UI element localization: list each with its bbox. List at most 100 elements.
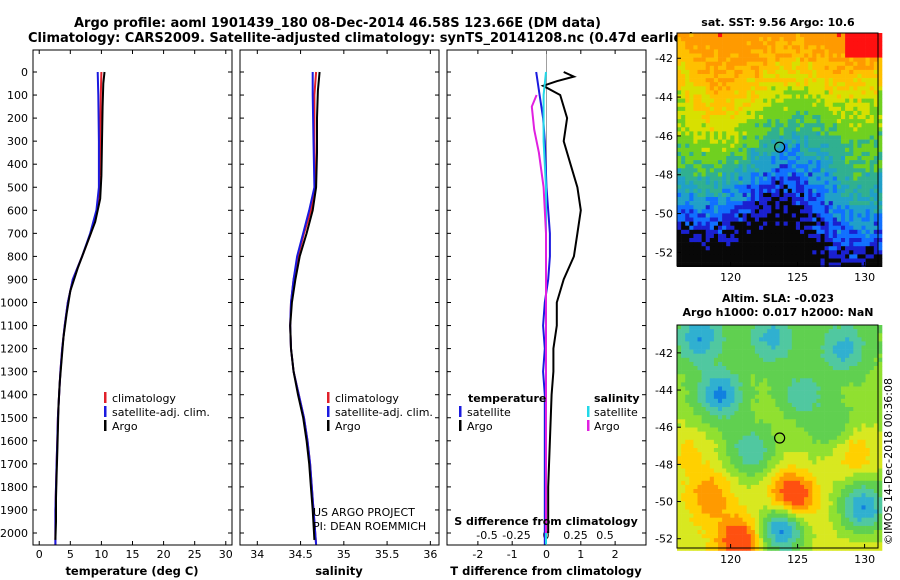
sst-cell bbox=[713, 53, 719, 58]
sla-cell bbox=[746, 394, 752, 400]
sla-cell bbox=[722, 345, 727, 350]
sst-cell bbox=[849, 86, 854, 91]
legend-swatch-temp-argo bbox=[459, 420, 462, 431]
sst-cell bbox=[853, 168, 858, 173]
sst-cell bbox=[820, 172, 825, 177]
sla-cell bbox=[746, 370, 752, 375]
sst-cell bbox=[812, 254, 817, 259]
sla-cell bbox=[832, 361, 838, 367]
sst-cell bbox=[701, 123, 706, 128]
sst-cell bbox=[767, 127, 772, 132]
sst-cell bbox=[734, 151, 739, 157]
sst-cell bbox=[677, 262, 682, 267]
sst-cell bbox=[877, 57, 883, 62]
sst-cell bbox=[750, 69, 756, 75]
sst-cell bbox=[730, 110, 735, 116]
sla-cell bbox=[816, 464, 821, 469]
sla-cell bbox=[804, 423, 809, 428]
sst-cell bbox=[841, 139, 846, 144]
sst-cell bbox=[738, 254, 743, 259]
sst-cell bbox=[689, 110, 694, 116]
sst-cell bbox=[832, 45, 838, 50]
sla-cell bbox=[861, 427, 866, 432]
sla-cell bbox=[705, 394, 711, 400]
sst-cell bbox=[865, 53, 870, 58]
sst-cell bbox=[795, 262, 801, 267]
sst-cell bbox=[795, 65, 801, 71]
sst-cell bbox=[775, 94, 780, 99]
sst-cell bbox=[812, 65, 817, 71]
sla-cell bbox=[861, 431, 866, 436]
sst-cell bbox=[726, 102, 731, 108]
sla-cell bbox=[853, 394, 858, 400]
sla-cell bbox=[877, 357, 883, 363]
sla-cell bbox=[730, 370, 735, 375]
sst-cell bbox=[726, 238, 731, 243]
sst-cell bbox=[877, 135, 883, 140]
sla-cell bbox=[754, 349, 760, 354]
sla-cell bbox=[787, 366, 793, 371]
sla-cell bbox=[697, 415, 702, 420]
sst-cell bbox=[759, 246, 764, 251]
sst-cell bbox=[820, 221, 825, 226]
sst-cell bbox=[861, 151, 866, 157]
sla-cell bbox=[791, 460, 797, 465]
sla-cell bbox=[734, 460, 739, 465]
sla-cell bbox=[775, 386, 780, 391]
sst-cell bbox=[783, 139, 788, 144]
sst-cell bbox=[746, 69, 752, 75]
sst-cell bbox=[869, 262, 875, 267]
sst-cell bbox=[734, 254, 739, 259]
sst-cell bbox=[726, 197, 731, 202]
sst-cell bbox=[763, 61, 768, 67]
sst-cell bbox=[783, 160, 788, 165]
sst-cell bbox=[857, 201, 862, 206]
sla-cell bbox=[734, 374, 739, 379]
sst-cell bbox=[877, 147, 883, 153]
sla-cell bbox=[771, 337, 776, 342]
sla-cell bbox=[816, 452, 821, 457]
sla-cell bbox=[841, 394, 846, 400]
sst-cell bbox=[787, 86, 793, 91]
sla-cell bbox=[849, 370, 854, 375]
sla-cell bbox=[841, 349, 846, 354]
sst-cell bbox=[738, 184, 743, 190]
sst-cell bbox=[800, 53, 805, 58]
sst-cell bbox=[705, 131, 711, 136]
sla-cell bbox=[730, 349, 735, 354]
sla-cell bbox=[841, 431, 846, 436]
sst-cell bbox=[865, 151, 870, 157]
sst-cell bbox=[726, 74, 731, 79]
sla-cell bbox=[841, 452, 846, 457]
sla-cell bbox=[763, 456, 768, 461]
sla-cell bbox=[869, 456, 875, 461]
sst-cell bbox=[718, 176, 723, 181]
sst-cell bbox=[697, 217, 702, 222]
sst-cell bbox=[800, 184, 805, 190]
sla-cell bbox=[808, 411, 813, 416]
sst-cell bbox=[701, 201, 706, 206]
sst-cell bbox=[763, 176, 768, 181]
sla-cell bbox=[746, 386, 752, 391]
sst-cell bbox=[869, 192, 875, 198]
sst-cell bbox=[787, 229, 793, 235]
sla-cell bbox=[853, 361, 858, 367]
sst-cell bbox=[861, 201, 866, 206]
sla-cell bbox=[726, 329, 731, 334]
sst-cell bbox=[779, 242, 784, 247]
sst-cell bbox=[750, 184, 756, 190]
sst-cell bbox=[689, 180, 694, 185]
sst-cell bbox=[828, 184, 834, 190]
sla-cell bbox=[771, 325, 776, 330]
sla-cell bbox=[877, 361, 883, 367]
sst-cell bbox=[820, 37, 825, 42]
sst-cell bbox=[701, 53, 706, 58]
sst-cell bbox=[709, 176, 715, 181]
sst-cell bbox=[775, 119, 780, 124]
sla-cell bbox=[816, 325, 821, 330]
sla-cell bbox=[701, 333, 706, 338]
sst-cell bbox=[841, 225, 846, 231]
sla-cell bbox=[816, 374, 821, 379]
sst-cell bbox=[734, 78, 739, 83]
sst-cell bbox=[820, 225, 825, 231]
